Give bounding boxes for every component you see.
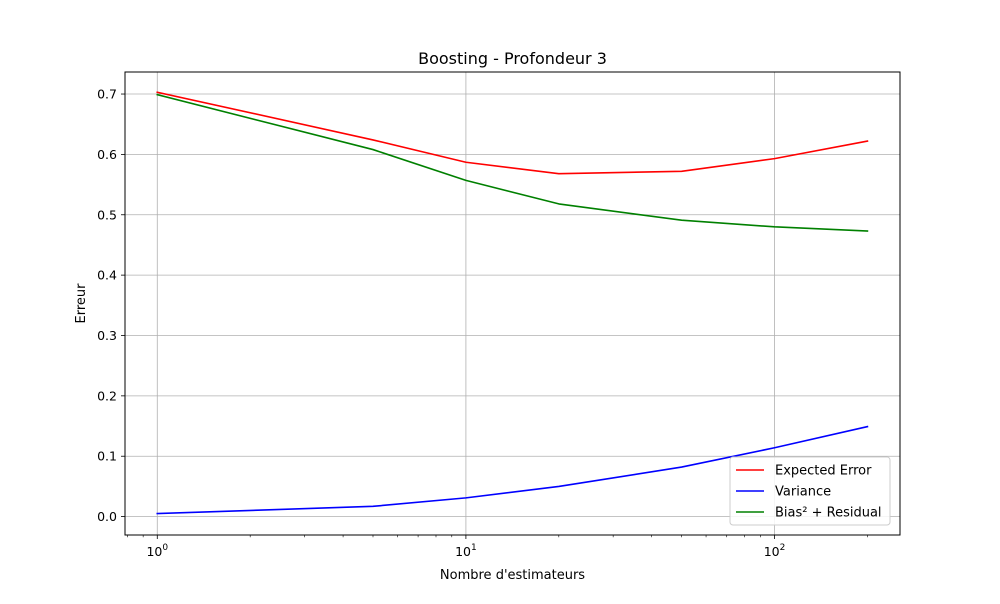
y-tick-label: 0.5 <box>97 207 117 222</box>
series-line-2 <box>156 425 869 515</box>
y-tick-label: 0.1 <box>97 449 117 464</box>
legend-entry-label: Expected Error <box>775 464 872 479</box>
y-tick-label: 0.4 <box>97 268 117 283</box>
legend: Expected Error Variance Bias² + Residual <box>729 456 891 526</box>
axis-ticks: 0.0 0.1 0.2 0.3 0.4 0.5 0.6 0.7 100 101 102 <box>97 87 868 559</box>
chart-title: Boosting - Profondeur 3 <box>418 49 607 68</box>
plot-area-frame <box>124 71 901 536</box>
x-tick-label: 100 <box>146 543 168 559</box>
x-tick-label: 102 <box>764 543 786 559</box>
y-tick-label: 0.7 <box>97 87 117 102</box>
x-axis-label: Nombre d'estimateurs <box>440 568 585 583</box>
y-tick-label: 0.3 <box>97 328 117 343</box>
y-tick-label: 0.6 <box>97 147 117 162</box>
series-line-3 <box>156 93 869 232</box>
series-line-1 <box>156 91 869 175</box>
legend-entry-label: Bias² + Residual <box>775 506 882 521</box>
y-axis-label: Erreur <box>74 283 89 324</box>
legend-box <box>729 456 891 526</box>
y-tick-label: 0.0 <box>97 509 117 524</box>
series-lines <box>156 91 869 515</box>
y-tick-label: 0.2 <box>97 388 117 403</box>
x-tick-label: 101 <box>455 543 477 559</box>
legend-entry-label: Variance <box>775 485 831 500</box>
